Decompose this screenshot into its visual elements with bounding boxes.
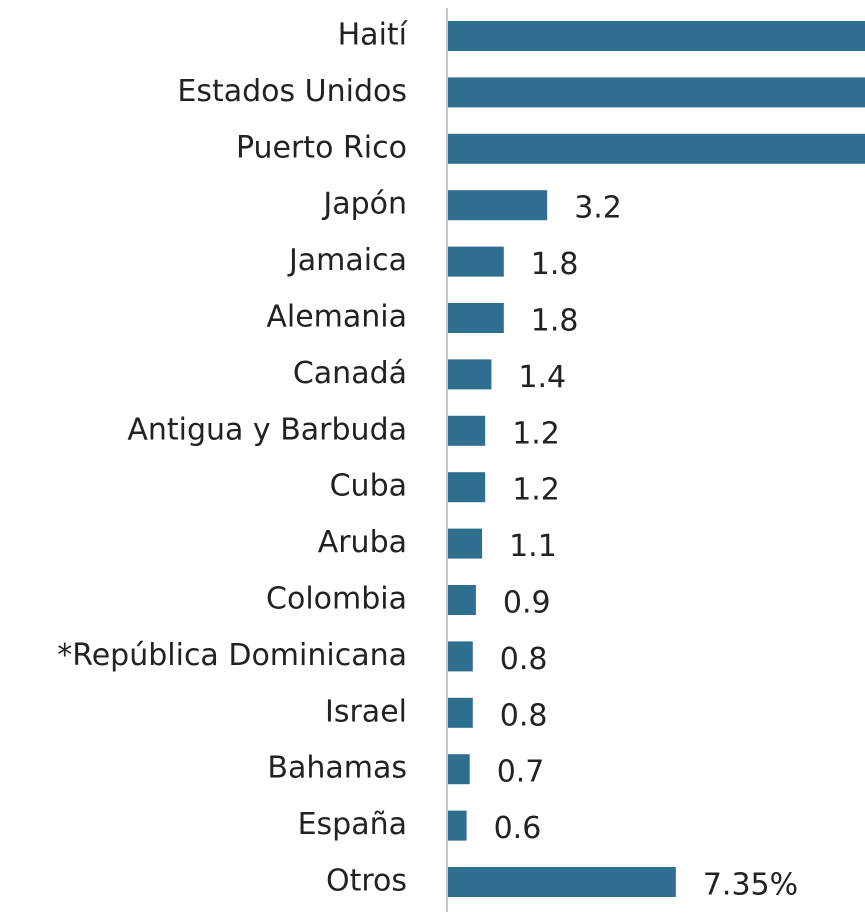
bar xyxy=(448,641,473,672)
value-label: 1.8 xyxy=(531,247,579,282)
bar xyxy=(448,415,486,446)
bar xyxy=(448,303,504,333)
bar xyxy=(448,21,865,51)
category-label: Puerto Rico xyxy=(236,130,407,165)
category-label: Colombia xyxy=(266,582,407,617)
bar xyxy=(448,133,865,164)
category-label: Haití xyxy=(338,18,409,53)
bar xyxy=(448,472,486,503)
value-label: 0.6 xyxy=(494,811,542,846)
bar xyxy=(448,359,492,390)
category-label: Japón xyxy=(321,187,407,222)
value-label: 1.8 xyxy=(531,304,579,339)
category-label: España xyxy=(298,807,407,842)
category-label: Otros xyxy=(326,864,407,899)
category-label: Antigua y Barbuda xyxy=(127,412,407,447)
category-label: Jamaica xyxy=(287,243,407,278)
bar xyxy=(448,867,676,897)
category-label: Aruba xyxy=(318,525,407,560)
bar xyxy=(448,77,865,108)
value-label: 1.1 xyxy=(509,529,557,564)
value-label: 0.8 xyxy=(500,698,548,733)
bar xyxy=(448,528,483,559)
bar xyxy=(448,585,476,615)
bar xyxy=(448,697,473,728)
value-label: 1.4 xyxy=(518,360,566,395)
value-label: 7.35% xyxy=(703,868,798,903)
value-label: 0.9 xyxy=(503,586,551,621)
category-label: Cuba xyxy=(330,469,407,504)
value-label: 3.2 xyxy=(574,191,622,226)
category-label: Estados Unidos xyxy=(177,74,407,109)
bar xyxy=(448,246,504,277)
value-label: 1.2 xyxy=(512,416,560,451)
category-label: Alemania xyxy=(266,300,407,335)
category-label: Canadá xyxy=(293,356,407,391)
value-label: 1.2 xyxy=(512,473,560,508)
category-label: *República Dominicana xyxy=(57,638,407,673)
bar xyxy=(448,190,548,221)
value-label: 0.8 xyxy=(500,642,548,677)
category-label: Israel xyxy=(325,694,407,729)
bar xyxy=(448,810,467,841)
value-label: 0.7 xyxy=(497,755,545,790)
bar xyxy=(448,754,470,785)
category-label: Bahamas xyxy=(267,751,407,786)
